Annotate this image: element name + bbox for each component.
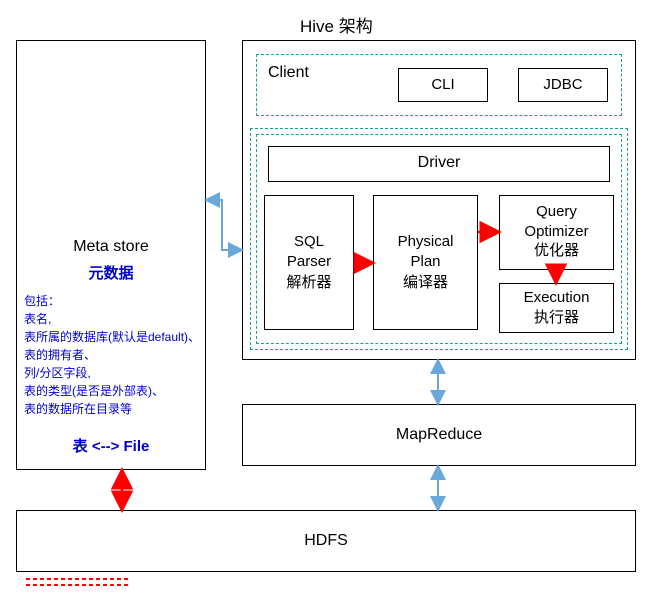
sql-parser-label: SQL Parser 解析器 <box>264 232 354 293</box>
query-optimizer-label: Query Optimizer 优化器 <box>499 202 614 261</box>
mapreduce-label: MapReduce <box>242 426 636 444</box>
execution-label: Execution 执行器 <box>499 288 614 327</box>
metastore-mapping: 表 <--> File <box>16 435 206 456</box>
client-label: Client <box>268 64 309 82</box>
metastore-subtitle: 元数据 <box>16 262 206 283</box>
cli-label: CLI <box>398 76 488 93</box>
metastore-notes: 包括： 表名, 表所属的数据库(默认是default)、 表的拥有者、 列/分区… <box>24 292 204 418</box>
diagram-title: Hive 架构 <box>300 12 500 37</box>
metastore-title: Meta store <box>16 238 206 256</box>
driver-label: Driver <box>268 154 610 172</box>
hdfs-label: HDFS <box>16 532 636 550</box>
jdbc-label: JDBC <box>518 76 608 93</box>
physical-plan-label: Physical Plan 编译器 <box>373 232 478 293</box>
